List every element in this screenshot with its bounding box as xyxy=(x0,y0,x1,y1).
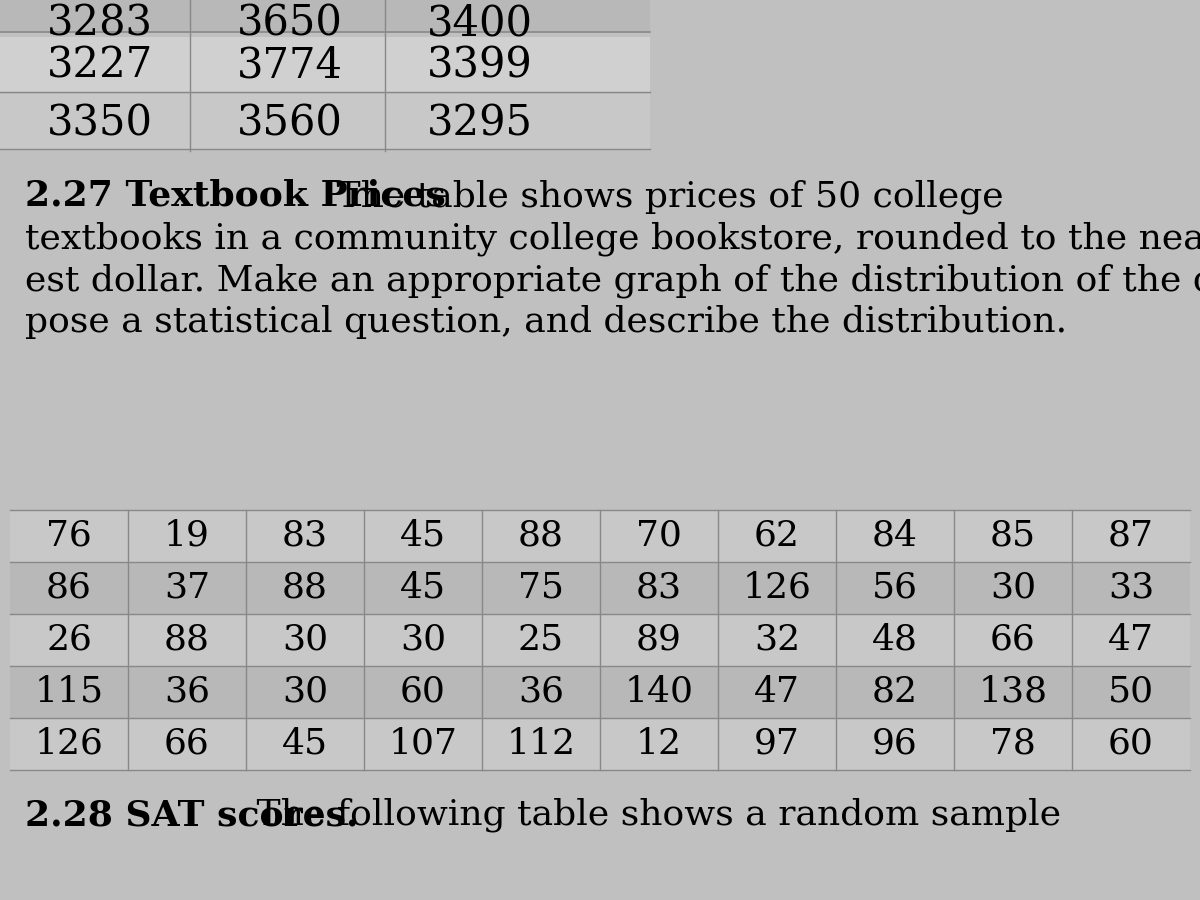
Text: pose a statistical question, and describe the distribution.: pose a statistical question, and describ… xyxy=(25,305,1067,339)
Text: 47: 47 xyxy=(1108,623,1154,657)
Text: 3295: 3295 xyxy=(427,102,533,144)
Text: est dollar. Make an appropriate graph of the distribution of the data,: est dollar. Make an appropriate graph of… xyxy=(25,263,1200,298)
Text: 2.27 Textbook Prices: 2.27 Textbook Prices xyxy=(25,179,445,213)
Text: 75: 75 xyxy=(518,571,564,605)
Text: 96: 96 xyxy=(872,727,918,761)
Text: 88: 88 xyxy=(164,623,210,657)
Text: 50: 50 xyxy=(1108,675,1154,709)
Text: 88: 88 xyxy=(282,571,328,605)
Text: 12: 12 xyxy=(636,727,682,761)
Text: 19: 19 xyxy=(164,519,210,553)
Text: 45: 45 xyxy=(400,571,446,605)
Text: 82: 82 xyxy=(872,675,918,709)
Text: 56: 56 xyxy=(872,571,918,605)
Text: 140: 140 xyxy=(624,675,694,709)
Text: 138: 138 xyxy=(978,675,1048,709)
Text: textbooks in a community college bookstore, rounded to the near-: textbooks in a community college booksto… xyxy=(25,221,1200,256)
Text: 78: 78 xyxy=(990,727,1036,761)
Text: 66: 66 xyxy=(164,727,210,761)
Bar xyxy=(10,510,1190,562)
Text: 76: 76 xyxy=(46,519,92,553)
Text: 3650: 3650 xyxy=(238,2,343,44)
Text: The table shows prices of 50 college: The table shows prices of 50 college xyxy=(325,179,1003,213)
Text: 33: 33 xyxy=(1108,571,1154,605)
Text: The following table shows a random sample: The following table shows a random sampl… xyxy=(245,798,1061,832)
Text: 83: 83 xyxy=(282,519,328,553)
Text: 115: 115 xyxy=(35,675,103,709)
Text: 37: 37 xyxy=(164,571,210,605)
Text: 60: 60 xyxy=(400,675,446,709)
Bar xyxy=(0,94,650,149)
Text: 30: 30 xyxy=(282,675,328,709)
Text: 48: 48 xyxy=(872,623,918,657)
Text: 47: 47 xyxy=(754,675,800,709)
Text: 30: 30 xyxy=(400,623,446,657)
Text: 66: 66 xyxy=(990,623,1036,657)
Text: 84: 84 xyxy=(872,519,918,553)
Text: 107: 107 xyxy=(389,727,457,761)
Text: 36: 36 xyxy=(518,675,564,709)
Bar xyxy=(0,37,650,92)
Bar xyxy=(10,666,1190,718)
Text: 83: 83 xyxy=(636,571,682,605)
Bar xyxy=(10,718,1190,770)
Text: 45: 45 xyxy=(400,519,446,553)
Text: 3774: 3774 xyxy=(238,45,343,87)
Text: 86: 86 xyxy=(46,571,92,605)
Text: 62: 62 xyxy=(754,519,800,553)
Text: 3283: 3283 xyxy=(47,2,154,44)
Text: 26: 26 xyxy=(46,623,92,657)
Text: 36: 36 xyxy=(164,675,210,709)
Text: 88: 88 xyxy=(518,519,564,553)
Text: 70: 70 xyxy=(636,519,682,553)
Text: 3399: 3399 xyxy=(427,45,533,87)
Bar xyxy=(10,614,1190,666)
Text: 60: 60 xyxy=(1108,727,1154,761)
Text: 97: 97 xyxy=(754,727,800,761)
Text: 32: 32 xyxy=(754,623,800,657)
Text: 126: 126 xyxy=(743,571,811,605)
Text: 3400: 3400 xyxy=(427,2,533,44)
Bar xyxy=(10,562,1190,614)
Text: 85: 85 xyxy=(990,519,1036,553)
Text: 45: 45 xyxy=(282,727,328,761)
Text: 30: 30 xyxy=(282,623,328,657)
Text: 126: 126 xyxy=(35,727,103,761)
Text: 30: 30 xyxy=(990,571,1036,605)
Text: 87: 87 xyxy=(1108,519,1154,553)
Bar xyxy=(0,0,650,32)
Text: 2.28 SAT scores.: 2.28 SAT scores. xyxy=(25,798,359,832)
Text: 3227: 3227 xyxy=(47,45,154,87)
Text: 25: 25 xyxy=(518,623,564,657)
Text: 89: 89 xyxy=(636,623,682,657)
Text: 112: 112 xyxy=(506,727,576,761)
Text: 3560: 3560 xyxy=(238,102,343,144)
Text: 3350: 3350 xyxy=(47,102,154,144)
